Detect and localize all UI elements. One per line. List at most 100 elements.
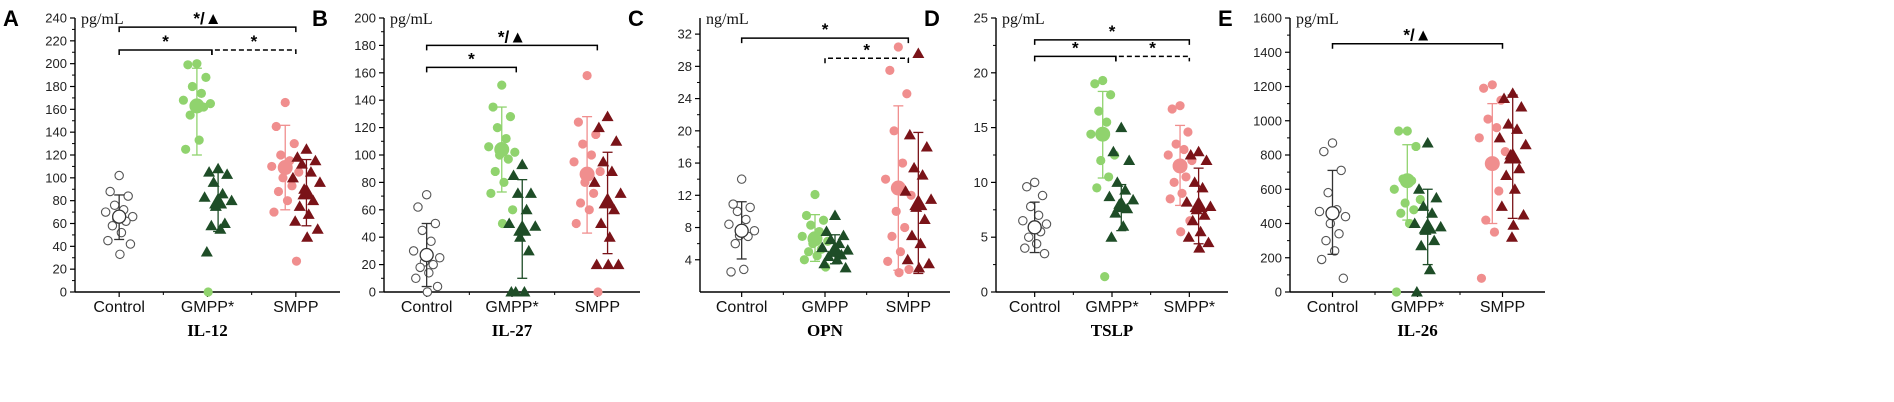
bracket-line [824, 57, 910, 64]
data-point [430, 218, 441, 229]
data-point [1391, 287, 1402, 297]
data-point [1323, 187, 1333, 198]
bracket-line [1331, 42, 1504, 49]
data-point [922, 257, 935, 269]
data-point [1163, 150, 1173, 160]
data-point [749, 226, 760, 236]
data-point [497, 80, 507, 90]
data-point [1495, 200, 1508, 211]
data-point [1100, 272, 1110, 282]
data-point [1127, 193, 1140, 205]
data-point [1479, 83, 1489, 93]
data-point [1340, 211, 1351, 222]
y-tick-label: 400 [1260, 216, 1282, 231]
y-tick-label: 25 [974, 11, 988, 26]
data-point [1090, 79, 1100, 89]
y-tick-label: 160 [45, 102, 67, 117]
significance-label: * [863, 40, 870, 59]
data-point [1483, 114, 1493, 124]
data-point [605, 165, 618, 176]
y-tick-label: 20 [678, 123, 692, 138]
panel-letter: E [1218, 6, 1233, 31]
data-point [294, 167, 304, 177]
chart-title: IL-12 [187, 321, 228, 340]
y-tick-label: 180 [354, 38, 376, 53]
significance-bracket: * [118, 32, 213, 55]
data-point [891, 206, 901, 217]
data-point [1498, 92, 1511, 103]
data-point [597, 155, 610, 167]
significance-bracket: * [740, 20, 910, 44]
data-point [212, 162, 225, 174]
panel-d: 0 5 10 15 20 25 Control GMPP* SMPP* D pg/mL TSLP * * * [924, 6, 1228, 340]
data-point [302, 208, 315, 219]
data-point [1494, 186, 1504, 196]
data-point [273, 186, 284, 197]
panel-e: 0 200 400 600 800 1000 1200 1400 1600 Control GMPP… [1218, 6, 1545, 340]
mean-marker [494, 142, 510, 158]
data-point [1196, 181, 1209, 193]
y-tick-label: 40 [362, 230, 376, 245]
data-point [301, 231, 314, 242]
series-smpp-circles [880, 42, 916, 278]
data-point [1186, 214, 1199, 226]
data-point [105, 186, 115, 197]
data-point [741, 214, 751, 225]
data-point [293, 200, 306, 211]
category-label: SMPP* [1164, 299, 1216, 316]
data-point [595, 166, 605, 177]
series-gmpp-circles [1389, 126, 1425, 297]
y-tick-label: 1600 [1253, 11, 1282, 26]
data-point [289, 138, 299, 149]
data-point [1389, 184, 1399, 194]
significance-label: * [251, 32, 258, 51]
data-point [1180, 196, 1193, 207]
data-point [183, 60, 193, 70]
data-point [1487, 80, 1497, 90]
data-point [614, 187, 627, 198]
y-tick-label: 0 [369, 285, 376, 300]
data-point [1396, 208, 1406, 218]
data-point [1327, 138, 1338, 148]
y-tick-label: 32 [678, 27, 692, 42]
mean-marker [1399, 173, 1415, 189]
data-point [1092, 183, 1102, 193]
data-point [127, 211, 138, 222]
data-point [267, 161, 277, 172]
mean-marker [1189, 196, 1208, 213]
y-tick-label: 20 [362, 257, 376, 272]
mean-marker [1484, 156, 1500, 172]
significance-bracket: * [1115, 38, 1191, 62]
y-tick-label: 600 [1260, 182, 1282, 197]
data-point [1409, 205, 1419, 215]
unit-label: pg/mL [1296, 11, 1339, 28]
data-point [300, 143, 313, 154]
series-smpp-triangles [899, 47, 938, 275]
data-point [591, 129, 601, 140]
data-point [1182, 231, 1195, 242]
data-point [514, 231, 527, 242]
data-point [413, 202, 423, 212]
data-point [510, 147, 520, 157]
data-point [837, 229, 850, 241]
data-point [1402, 126, 1412, 136]
data-point [602, 258, 615, 270]
data-point [1434, 220, 1447, 232]
data-point [908, 161, 921, 173]
y-tick-label: 5 [981, 230, 988, 245]
data-point [1177, 188, 1187, 198]
data-point [282, 196, 293, 206]
category-label: Control [1307, 299, 1359, 316]
data-point [1115, 121, 1128, 133]
data-point [307, 194, 320, 206]
y-tick-label: 20 [53, 262, 67, 277]
data-point [918, 213, 931, 224]
data-point [1515, 101, 1528, 112]
data-point [287, 181, 297, 191]
data-point [484, 142, 494, 152]
mean-marker [112, 209, 127, 224]
data-point [1316, 254, 1327, 265]
data-point [426, 236, 436, 247]
data-point [799, 255, 809, 265]
data-point [1336, 165, 1346, 176]
